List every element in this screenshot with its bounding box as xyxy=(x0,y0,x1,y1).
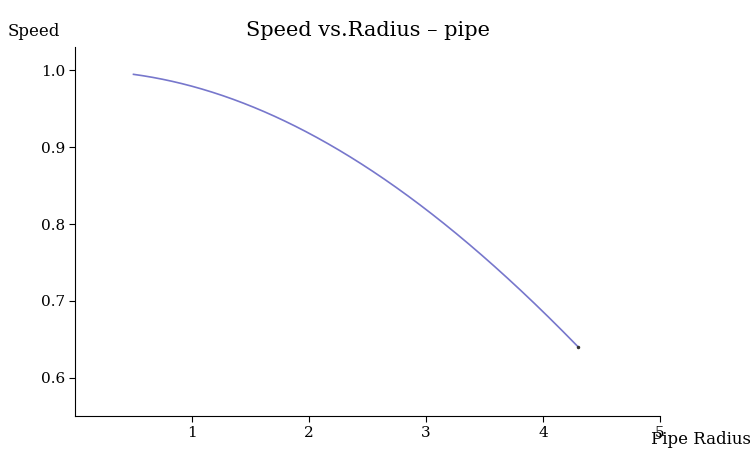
X-axis label: Pipe Radius: Pipe Radius xyxy=(651,431,750,448)
Title: Speed vs.Radius – pipe: Speed vs.Radius – pipe xyxy=(245,21,490,40)
Y-axis label: Speed: Speed xyxy=(8,23,60,40)
